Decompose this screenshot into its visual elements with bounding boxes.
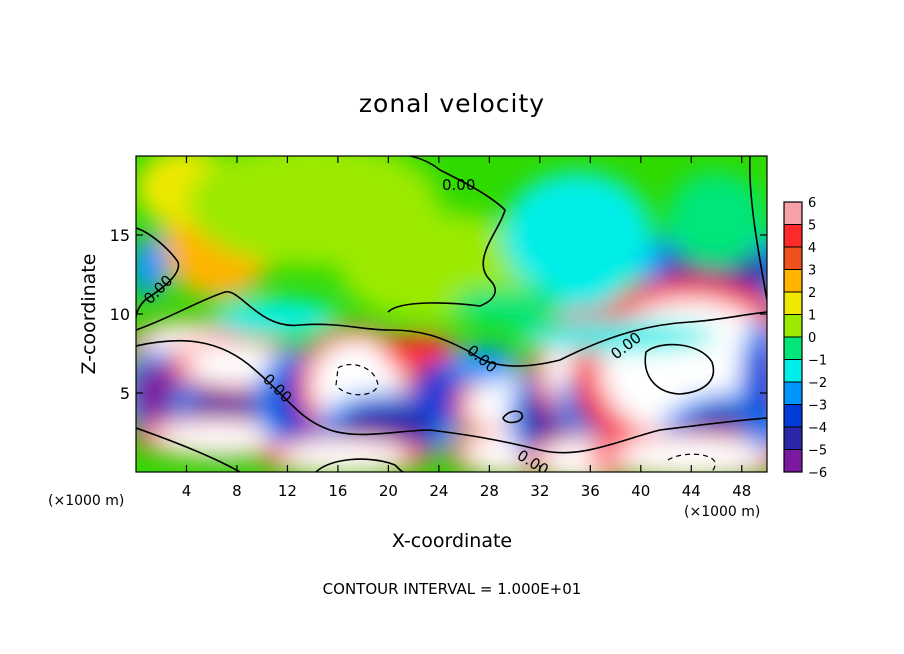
colorbar-swatch [784,224,802,247]
colorbar-label: −3 [808,399,827,414]
field-blob [745,337,767,433]
x-axis: 4 8 12 16 20 24 28 32 36 40 44 48 [182,156,751,500]
contour-line [136,291,767,367]
contour-label: 0.00 [442,176,475,194]
colorbar-swatch [784,337,802,360]
colorbar-swatch [784,359,802,382]
colorbar-swatch [784,427,802,450]
field-blob [281,440,408,472]
y-tick-label: 5 [120,384,130,403]
x-tick-label: 24 [429,482,448,500]
y-tick-label: 15 [110,226,130,245]
plot-area: 0.00 0.00 0.00 0.00 0.00 0.00 [136,156,767,472]
field-blob [154,421,282,454]
x-tick-label: 44 [682,482,701,500]
x-tick-label: 28 [480,482,499,500]
colorbar-swatch [784,247,802,270]
x-axis-label: X-coordinate [392,530,512,552]
contour-line [502,410,524,424]
zero-contours [136,156,767,472]
x-tick-label: 40 [631,482,650,500]
colorbar-label: 3 [808,264,816,279]
y-axis-label: Z-coordinate [78,254,100,375]
y-tick-label: 10 [110,305,130,324]
colorbar-label: 4 [808,241,816,256]
colorbar-swatch [784,269,802,292]
colorbar: 6 5 4 3 2 1 0 −1 −2 −3 −4 −5 −6 [783,196,827,481]
x-tick-label: 48 [732,482,751,500]
x-tick-label: 4 [182,482,192,500]
colorbar-label: −2 [808,376,827,391]
field-blob [615,437,767,472]
colorbar-label: −4 [808,421,827,436]
x-tick-label: 8 [232,482,242,500]
contour-line [644,343,715,395]
x-units-note: (×1000 m) [48,493,124,509]
contour-line [136,227,180,319]
field-blob [447,345,519,384]
colorbar-label: 6 [808,196,816,211]
contour-interval-footer: CONTOUR INTERVAL = 1.000E+01 [323,580,582,598]
colorbar-label: 2 [808,286,816,301]
x-tick-label: 16 [328,482,347,500]
field-blob [211,298,338,337]
x-tick-label: 20 [379,482,398,500]
colorbar-swatch [784,404,802,427]
velocity-field [136,156,767,472]
field-blob [501,171,654,299]
colorbar-label: −1 [808,354,827,369]
chart-title: zonal velocity [359,89,545,118]
field-blob [666,171,767,267]
x-tick-label: 32 [530,482,549,500]
colorbar-swatch [784,449,802,472]
field-blob [136,361,181,425]
colorbar-swatch [784,382,802,405]
colorbar-swatch [784,292,802,315]
contour-line [315,458,405,472]
contour-line [748,156,767,301]
colorbar-label: 0 [808,331,816,346]
contour-line [136,339,767,454]
colorbar-label: −5 [808,444,827,459]
x-tick-label: 36 [581,482,600,500]
colorbar-swatch [784,202,802,225]
colorbar-label: 5 [808,219,816,234]
y-axis: 5 10 15 [110,226,767,403]
x-tick-label: 12 [278,482,297,500]
colorbar-label: −6 [808,466,827,481]
x-units-note-right: (×1000 m) [684,504,760,520]
contour-line [387,156,506,313]
colorbar-label: 1 [808,309,816,324]
field-blob [451,287,553,326]
contour-line [136,427,241,472]
field-blob [413,361,465,425]
field-blob [136,235,168,299]
colorbar-swatch [784,314,802,337]
